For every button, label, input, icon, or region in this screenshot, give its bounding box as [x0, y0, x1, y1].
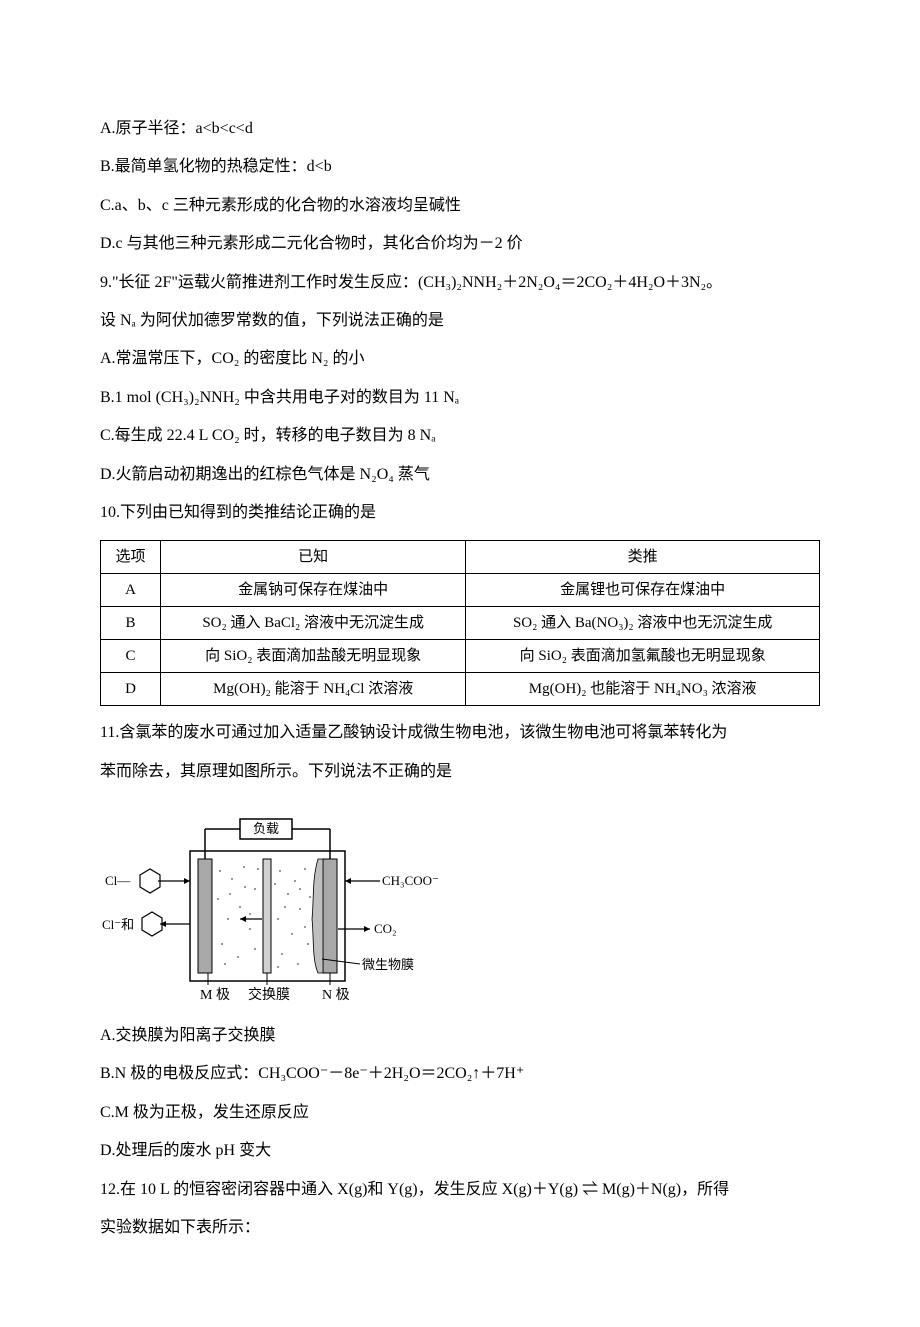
table-row: D Mg(OH)₂ 能溶于 NH₄Cl 浓溶液 Mg(OH)₂ 也能溶于 NH₄…	[101, 673, 820, 706]
q11-option-c: C.M 极为正极，发生还原反应	[100, 1094, 820, 1132]
q10-row-opt: D	[101, 673, 161, 706]
q9-stem-line2: 设 Nₐ 为阿伏加德罗常数的值，下列说法正确的是	[100, 302, 820, 340]
q11-option-a: A.交换膜为阳离子交换膜	[100, 1017, 820, 1055]
table-header-row: 选项 已知 类推	[101, 541, 820, 574]
q10-row-analogy: 金属锂也可保存在煤油中	[466, 574, 820, 607]
microbial-cell-diagram-icon: 负载 Cl— Cl⁻和 CH₃COO⁻ CO₂ 微生物膜 M 极 交换膜 N 极	[100, 799, 440, 1009]
q12-stem-line1: 12.在 10 L 的恒容密闭容器中通入 X(g)和 Y(g)，发生反应 X(g…	[100, 1171, 820, 1209]
q8-option-a: A.原子半径：a<b<c<d	[100, 110, 820, 148]
q9-stem-line1: 9."长征 2F"运载火箭推进剂工作时发生反应：(CH₃)₂NNH₂＋2N₂O₄…	[100, 264, 820, 302]
right-top-label: CH₃COO⁻	[382, 873, 439, 888]
q10-stem: 10.下列由已知得到的类推结论正确的是	[100, 494, 820, 532]
n-electrode-label: N 极	[322, 987, 350, 1003]
q10-row-analogy: SO₂ 通入 Ba(NO₃)₂ 溶液中也无沉淀生成	[466, 607, 820, 640]
q10-row-known: SO₂ 通入 BaCl₂ 溶液中无沉淀生成	[161, 607, 466, 640]
left-bottom-label: Cl⁻和	[102, 917, 134, 932]
q9-option-c: C.每生成 22.4 L CO₂ 时，转移的电子数目为 8 Nₐ	[100, 417, 820, 455]
q10-row-known: 金属钠可保存在煤油中	[161, 574, 466, 607]
q10-header-analogy: 类推	[466, 541, 820, 574]
q11-option-d: D.处理后的废水 pH 变大	[100, 1132, 820, 1170]
q8-option-c: C.a、b、c 三种元素形成的化合物的水溶液均呈碱性	[100, 187, 820, 225]
q11-diagram: 负载 Cl— Cl⁻和 CH₃COO⁻ CO₂ 微生物膜 M 极 交换膜 N 极	[100, 799, 440, 1009]
table-row: B SO₂ 通入 BaCl₂ 溶液中无沉淀生成 SO₂ 通入 Ba(NO₃)₂ …	[101, 607, 820, 640]
q10-row-analogy: Mg(OH)₂ 也能溶于 NH₄NO₃ 浓溶液	[466, 673, 820, 706]
q10-row-known: 向 SiO₂ 表面滴加盐酸无明显现象	[161, 640, 466, 673]
right-bottom-label: 微生物膜	[362, 957, 414, 972]
q12-stem-line2: 实验数据如下表所示：	[100, 1209, 820, 1247]
q10-table: 选项 已知 类推 A 金属钠可保存在煤油中 金属锂也可保存在煤油中 B SO₂ …	[100, 540, 820, 706]
q9-option-b: B.1 mol (CH₃)₂NNH₂ 中含共用电子对的数目为 11 Nₐ	[100, 379, 820, 417]
table-row: C 向 SiO₂ 表面滴加盐酸无明显现象 向 SiO₂ 表面滴加氢氟酸也无明显现…	[101, 640, 820, 673]
right-mid-label: CO₂	[374, 921, 397, 936]
left-top-label: Cl—	[105, 873, 131, 888]
load-label: 负载	[253, 821, 279, 836]
q10-row-opt: C	[101, 640, 161, 673]
q8-option-b: B.最简单氢化物的热稳定性：d<b	[100, 148, 820, 186]
q10-header-option: 选项	[101, 541, 161, 574]
q10-row-opt: A	[101, 574, 161, 607]
table-row: A 金属钠可保存在煤油中 金属锂也可保存在煤油中	[101, 574, 820, 607]
membrane-label: 交换膜	[248, 986, 290, 1003]
q9-option-a: A.常温常压下，CO₂ 的密度比 N₂ 的小	[100, 340, 820, 378]
q10-header-known: 已知	[161, 541, 466, 574]
q11-stem-line1: 11.含氯苯的废水可通过加入适量乙酸钠设计成微生物电池，该微生物电池可将氯苯转化…	[100, 714, 820, 752]
q11-option-b: B.N 极的电极反应式：CH₃COO⁻－8e⁻＋2H₂O＝2CO₂↑＋7H⁺	[100, 1055, 820, 1093]
m-electrode-label: M 极	[200, 987, 230, 1003]
q10-row-opt: B	[101, 607, 161, 640]
q10-row-analogy: 向 SiO₂ 表面滴加氢氟酸也无明显现象	[466, 640, 820, 673]
q10-row-known: Mg(OH)₂ 能溶于 NH₄Cl 浓溶液	[161, 673, 466, 706]
q9-option-d: D.火箭启动初期逸出的红棕色气体是 N₂O₄ 蒸气	[100, 456, 820, 494]
q11-stem-line2: 苯而除去，其原理如图所示。下列说法不正确的是	[100, 753, 820, 791]
q8-option-d: D.c 与其他三种元素形成二元化合物时，其化合价均为－2 价	[100, 225, 820, 263]
